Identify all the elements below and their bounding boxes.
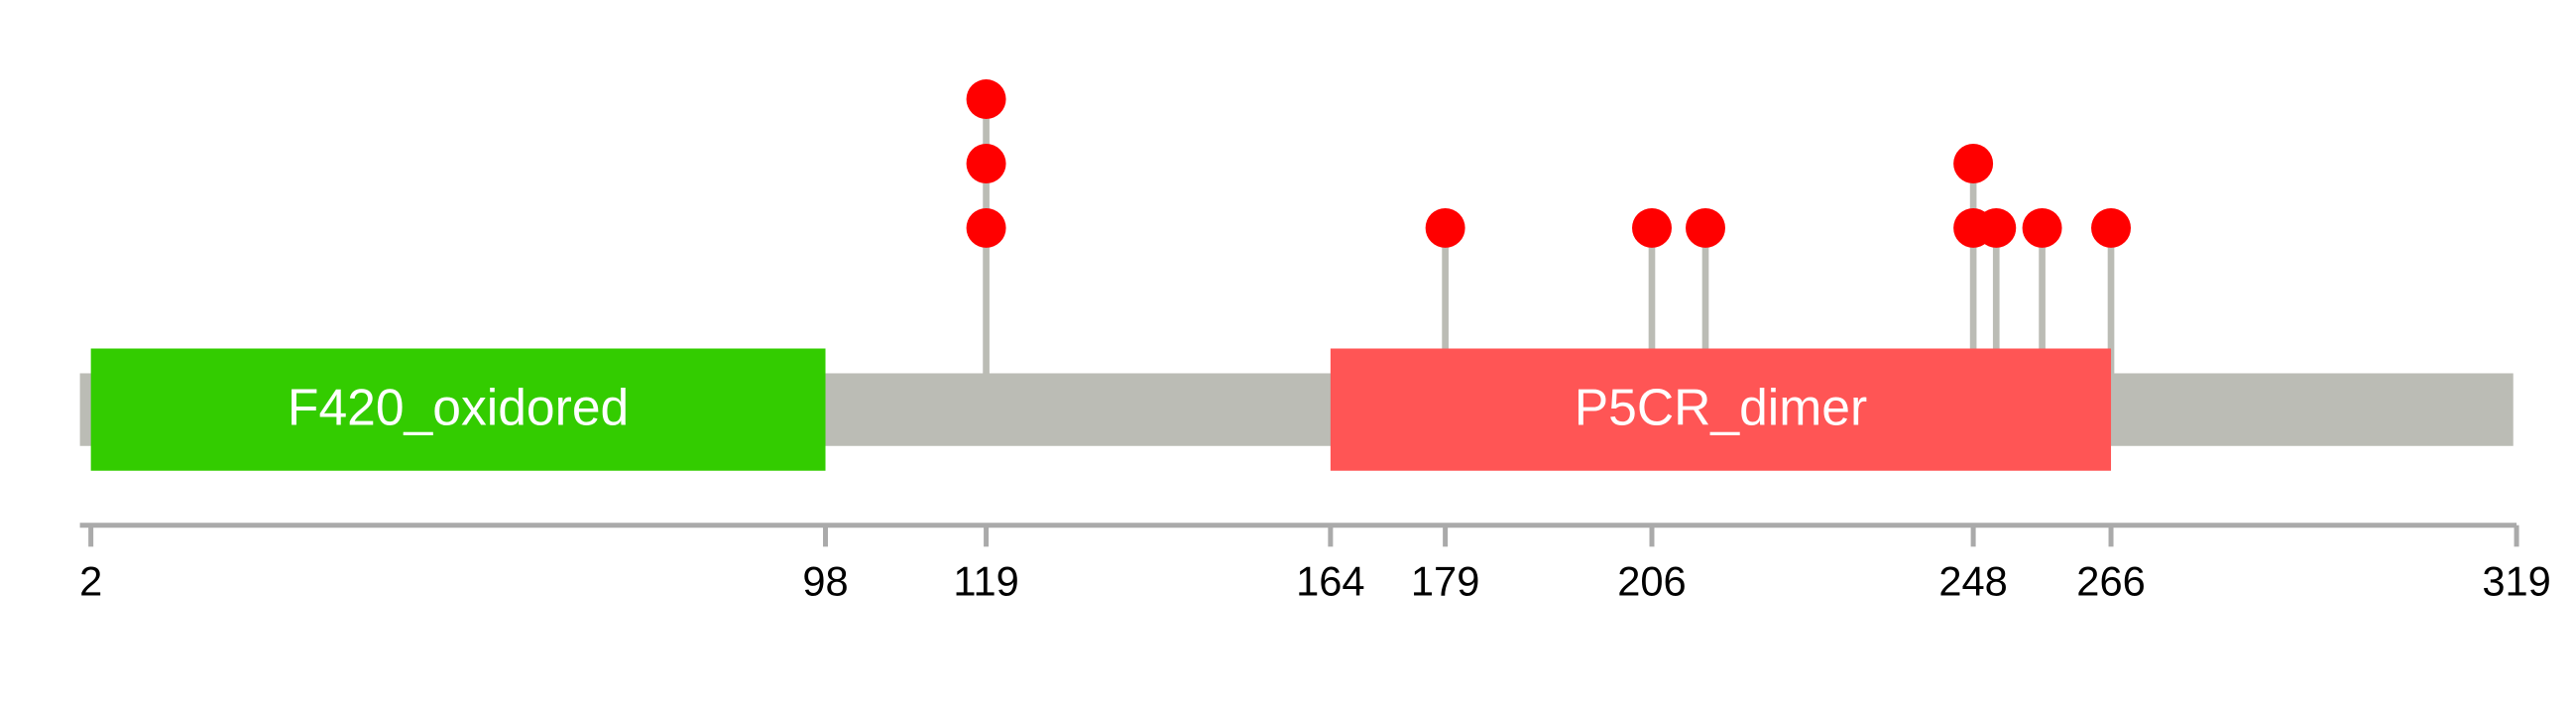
mutation-dot xyxy=(1632,207,1672,248)
domain-label: F420_oxidored xyxy=(288,378,629,435)
mutation-dot xyxy=(1425,207,1465,248)
mutation-dot xyxy=(1976,207,2017,248)
x-tick-label: 2 xyxy=(79,558,102,605)
x-tick-label: 319 xyxy=(2482,558,2550,605)
domain-label: P5CR_dimer xyxy=(1575,378,1867,435)
x-tick-label: 98 xyxy=(802,558,848,605)
domain xyxy=(90,348,826,471)
mutation-dot xyxy=(1953,143,1994,183)
x-tick-label: 119 xyxy=(953,558,1018,605)
x-tick-label: 179 xyxy=(1411,558,1479,605)
x-tick-label: 266 xyxy=(2076,558,2145,605)
mutation-dot xyxy=(2022,207,2062,248)
domain xyxy=(1330,348,2112,471)
mutation-dot xyxy=(966,143,1006,183)
mutation-dot xyxy=(2091,207,2132,248)
mutation-dot xyxy=(966,79,1006,120)
mutation-dot xyxy=(966,207,1006,248)
x-tick-label: 248 xyxy=(1938,558,2007,605)
x-tick-label: 206 xyxy=(1617,558,1686,605)
x-tick-label: 164 xyxy=(1296,558,1364,605)
mutation-dot xyxy=(1686,207,1725,248)
